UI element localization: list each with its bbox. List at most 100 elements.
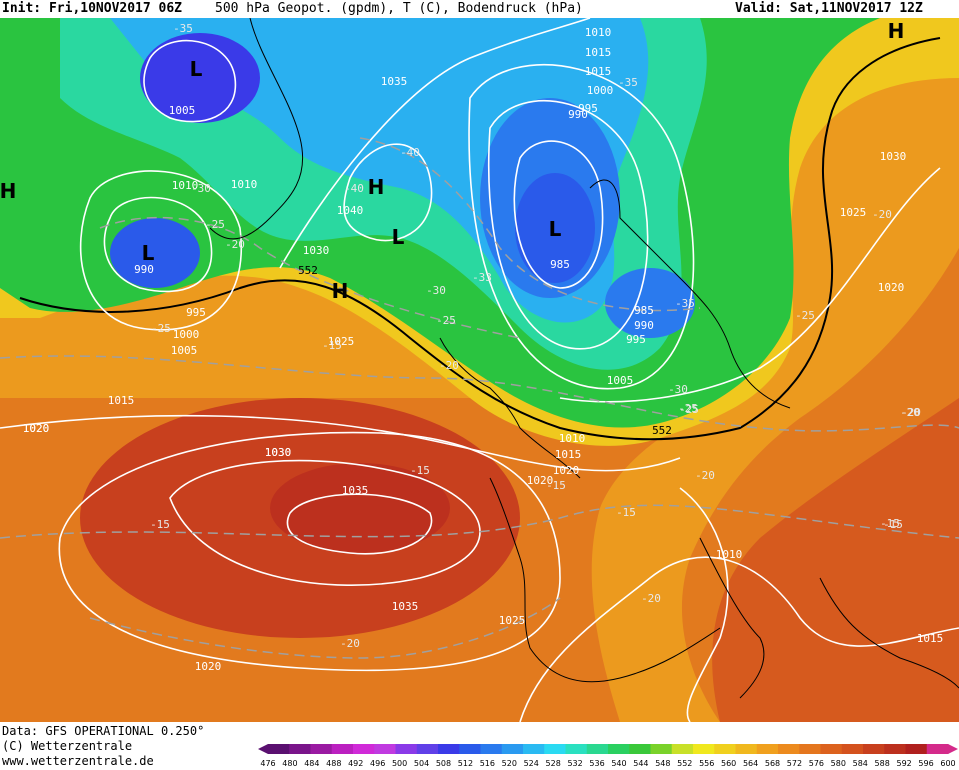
isobar-label: 1025 — [499, 614, 526, 627]
isotherm-label: -25 — [436, 314, 456, 327]
isotherm-label: -15 — [546, 479, 566, 492]
colorbar-tick-label: 588 — [875, 759, 890, 768]
isobar-label: 1020 — [23, 422, 50, 435]
isobar-label: 1020 — [195, 660, 222, 673]
isotherm-label: -15 — [322, 339, 342, 352]
isobar-line — [169, 459, 481, 586]
data-source: Data: GFS OPERATIONAL 0.250° — [2, 724, 205, 738]
colorbar-tick-label: 568 — [765, 759, 780, 768]
colorbar-swatch — [926, 744, 949, 754]
isotherm-label: -20 — [872, 208, 892, 221]
colorbar-swatch — [544, 744, 566, 754]
isotherm-line — [89, 597, 561, 659]
colorbar-swatch — [523, 744, 545, 754]
colorbar-swatch — [905, 744, 928, 754]
colorbar-swatch — [629, 744, 651, 754]
isobar-label: 985 — [634, 304, 654, 317]
isotherm-label: -30 — [426, 284, 446, 297]
colorbar-swatch — [820, 744, 843, 754]
geopotential-label: 552 — [652, 424, 672, 437]
low-pressure-center: L — [392, 225, 405, 249]
colorbar-tick-label: 500 — [392, 759, 407, 768]
colorbar-swatch — [608, 744, 630, 754]
contour-552 — [19, 37, 941, 441]
isobar-label: 990 — [134, 263, 154, 276]
isotherm-label: -25 — [678, 402, 698, 415]
colorbar-tick-label: 552 — [677, 759, 692, 768]
isobar-line — [58, 431, 561, 672]
colorbar-swatch — [289, 744, 311, 754]
isotherm-label: -15 — [880, 517, 900, 530]
colorbar-swatch — [671, 744, 694, 754]
colorbar-max-arrow — [948, 744, 958, 754]
colorbar-tick-label: 476 — [260, 759, 275, 768]
isotherm-label: -20 — [900, 406, 920, 419]
isotherm-label: -35 — [173, 22, 193, 35]
colorbar-tick-label: 508 — [436, 759, 451, 768]
isobar-label: 995 — [578, 102, 598, 115]
isobar-line — [103, 196, 213, 293]
isotherm-label: -20 — [641, 592, 661, 605]
high-pressure-center: H — [888, 19, 905, 43]
copyright: (C) Wetterzentrale — [2, 739, 133, 753]
colorbar-tick-label: 600 — [940, 759, 955, 768]
colorbar-swatch — [799, 744, 821, 754]
chart-title: 500 hPa Geopot. (gpdm), T (C), Bodendruc… — [215, 1, 583, 16]
isobar-label: 1030 — [265, 446, 292, 459]
colorbar-tick-label: 480 — [282, 759, 297, 768]
coastline-iberia — [489, 477, 721, 683]
isobar-label: 1000 — [173, 328, 200, 341]
isobar-line — [343, 143, 433, 242]
isobars — [0, 18, 959, 722]
colorbar-tick-label: 492 — [348, 759, 363, 768]
chart-footer: Data: GFS OPERATIONAL 0.250° (C) Wetterz… — [0, 722, 959, 770]
isobar-label: 1010 — [585, 26, 612, 39]
isotherm-line — [99, 216, 521, 339]
isobar-label: 1025 — [328, 335, 355, 348]
isobar-label: 1020 — [527, 474, 554, 487]
colorbar-tick-label: 596 — [918, 759, 933, 768]
isobar-label: 1015 — [585, 46, 612, 59]
colorbar-swatch — [650, 744, 673, 754]
isobar-label: 1030 — [303, 244, 330, 257]
isotherm-label: -20 — [225, 238, 245, 251]
colorbar-tick-label: 504 — [414, 759, 429, 768]
isobar-label: 1015 — [555, 448, 582, 461]
chart-header: Init: Fri,10NOV2017 06Z 500 hPa Geopot. … — [0, 0, 959, 18]
fill-low-greenland — [140, 33, 260, 123]
isobar-label: 1025 — [840, 206, 867, 219]
colorbar-tick-label: 488 — [326, 759, 341, 768]
colorbar-swatch — [459, 744, 481, 754]
geopotential-label: 552 — [298, 264, 318, 277]
isotherm-label: -20 — [901, 406, 921, 419]
colorbar-swatch — [395, 744, 418, 754]
colorbar-swatch — [714, 744, 736, 754]
colorbar-swatch — [438, 744, 460, 754]
colorbar-tick-label: 564 — [743, 759, 758, 768]
colorbar-tick-label: 560 — [721, 759, 736, 768]
isobar-label: 1015 — [585, 65, 612, 78]
colorbar-swatch — [310, 744, 333, 754]
coastline-scandinavia — [589, 179, 791, 409]
colorbar-swatch — [735, 744, 758, 754]
colorbar-swatch — [863, 744, 885, 754]
colorbar-tick-label: 576 — [809, 759, 824, 768]
isotherm-label: -15 — [150, 518, 170, 531]
isotherm-label: -30 — [191, 182, 211, 195]
isotherm-line — [0, 355, 959, 432]
isotherm-label: -15 — [883, 518, 903, 531]
isobar-label: 995 — [626, 333, 646, 346]
isotherm-label: -25 — [205, 218, 225, 231]
isobar-label: 1030 — [265, 446, 292, 459]
colorbar-tick-label: 520 — [502, 759, 517, 768]
isobar-line — [679, 487, 729, 722]
coastline-italy — [699, 537, 765, 699]
colorbar-swatch — [778, 744, 800, 754]
coastline-greenland — [209, 18, 304, 240]
colorbar-swatch — [841, 744, 864, 754]
isotherm-label: -40 — [400, 146, 420, 159]
colorbar-swatch — [353, 744, 375, 754]
colorbar-swatch — [416, 744, 439, 754]
colorbar-tick-label: 528 — [546, 759, 561, 768]
coastlines — [209, 18, 959, 699]
